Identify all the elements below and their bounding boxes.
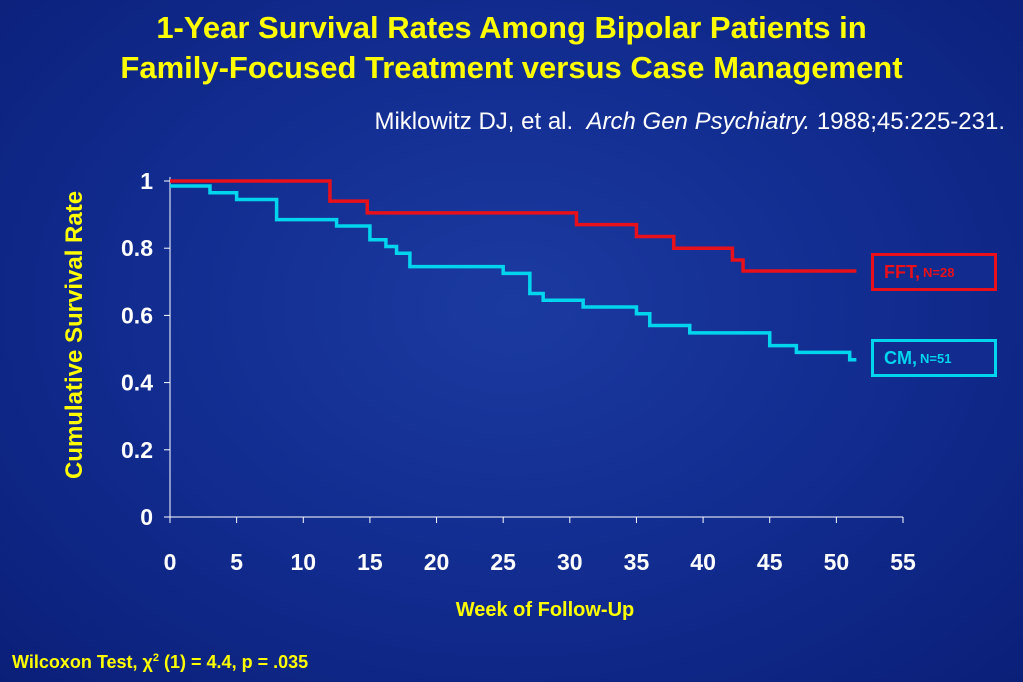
- legend-fft-name: FFT,: [884, 261, 920, 282]
- x-tick-label: 5: [230, 549, 243, 575]
- x-tick-label: 40: [690, 549, 716, 575]
- x-axis-label: Week of Follow-Up: [456, 599, 635, 621]
- footer-sup: 2: [152, 652, 160, 664]
- x-tick-label: 35: [624, 549, 650, 575]
- x-tick-label: 10: [290, 549, 316, 575]
- survival-curve-fft: [170, 179, 857, 273]
- title-line-2: Family-Focused Treatment versus Case Man…: [120, 50, 903, 85]
- x-tick-label: 50: [824, 549, 850, 575]
- chart-title: 1-Year Survival Rates Among Bipolar Pati…: [0, 8, 1023, 88]
- y-axis-label: Cumulative Survival Rate: [61, 191, 88, 479]
- legend-fft-n: N=28: [923, 264, 955, 280]
- citation-journal: Arch Gen Psychiatry.: [586, 108, 811, 135]
- citation: Miklowitz DJ, et al. Arch Gen Psychiatry…: [374, 108, 1005, 136]
- x-tick-label: 45: [757, 549, 783, 575]
- legend-cm-n: N=51: [920, 350, 952, 366]
- footer-chi: χ: [142, 652, 153, 672]
- y-tick-label: 0.6: [121, 302, 153, 328]
- title-line-1: 1-Year Survival Rates Among Bipolar Pati…: [156, 10, 867, 45]
- statistical-test-note: Wilcoxon Test, χ2 (1) = 4.4, p = .035: [12, 652, 308, 673]
- citation-details: 1988;45:225-231.: [816, 108, 1005, 135]
- legend-cm-name: CM,: [884, 347, 917, 368]
- y-tick-label: 0.8: [121, 235, 153, 261]
- legend-cm: CM, N=51: [871, 339, 997, 377]
- y-tick-label: 0.2: [121, 437, 153, 463]
- legend-fft: FFT, N=28: [871, 253, 997, 291]
- footer-prefix: Wilcoxon Test,: [12, 652, 143, 672]
- x-tick-label: 15: [357, 549, 383, 575]
- y-tick-label: 0.4: [121, 370, 153, 396]
- footer-rest: (1) = 4.4, p = .035: [159, 652, 309, 672]
- survival-curve-cm: [170, 184, 857, 362]
- x-tick-label: 20: [424, 549, 450, 575]
- x-tick-label: 0: [164, 549, 177, 575]
- y-tick-label: 0: [140, 504, 153, 530]
- x-tick-label: 55: [890, 549, 916, 575]
- y-tick-label: 1: [140, 168, 153, 194]
- x-tick-label: 25: [490, 549, 516, 575]
- x-tick-label: 30: [557, 549, 583, 575]
- citation-authors: Miklowitz DJ, et al.: [374, 108, 574, 135]
